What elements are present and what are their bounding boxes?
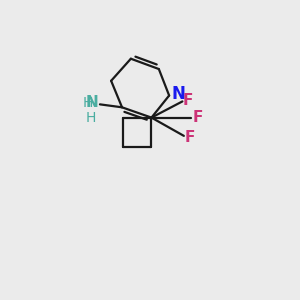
Text: N: N xyxy=(171,85,185,103)
Text: H: H xyxy=(86,111,96,124)
Text: H: H xyxy=(83,96,93,110)
Text: F: F xyxy=(193,110,203,125)
Text: N: N xyxy=(86,95,99,110)
Text: F: F xyxy=(184,130,195,145)
Text: F: F xyxy=(183,93,194,108)
